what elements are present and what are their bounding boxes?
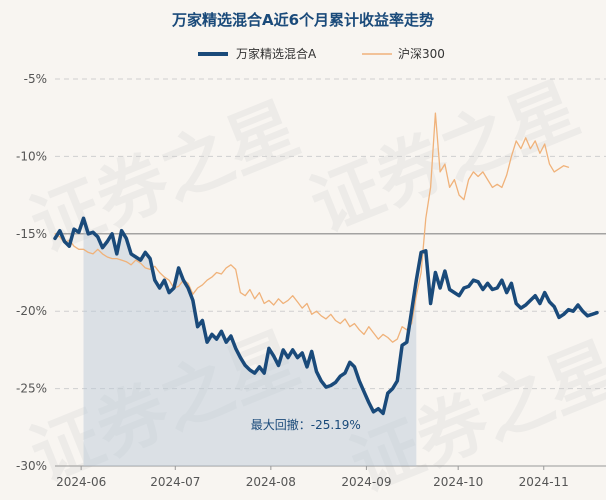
grid (55, 78, 606, 467)
series-group (53, 112, 599, 416)
x-tick-label: 2024-08 (246, 475, 296, 489)
x-tick-label: 2024-06 (56, 475, 106, 489)
y-tick-label: -5% (24, 72, 47, 86)
drawdown-shade (83, 218, 417, 466)
max-drawdown-label: 最大回撤：-25.19% (251, 417, 361, 432)
y-tick-label: -30% (16, 459, 47, 473)
series-line-index (54, 112, 570, 343)
legend-label-fund: 万家精选混合A (236, 46, 317, 61)
legend: 万家精选混合A 沪深300 (198, 46, 445, 61)
y-tick-label: -15% (16, 227, 47, 241)
max-drawdown-area (83, 218, 417, 466)
x-tick-label: 2024-09 (341, 475, 391, 489)
x-tick-label: 2024-07 (150, 475, 200, 489)
x-axis: 2024-06 2024-07 2024-08 2024-09 2024-10 2024-… (56, 466, 569, 489)
y-tick-label: -10% (16, 149, 47, 163)
y-axis: -5% -10% -15% -20% -25% -30% (16, 72, 47, 473)
series-line-fund (53, 216, 599, 416)
chart-title: 万家精选混合A近6个月累计收益率走势 (171, 11, 434, 29)
y-tick-label: -20% (16, 304, 47, 318)
y-tick-label: -25% (16, 382, 47, 396)
watermark-text: 证券之星 (299, 67, 589, 248)
legend-label-index: 沪深300 (398, 47, 445, 61)
x-tick-label: 2024-11 (519, 475, 569, 489)
x-tick-label: 2024-10 (433, 475, 483, 489)
